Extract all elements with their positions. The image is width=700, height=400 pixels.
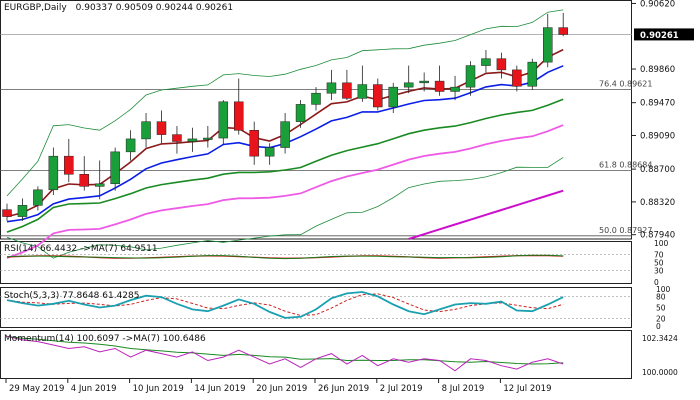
candle-bull xyxy=(419,80,429,84)
date-label: 12 Jul 2019 xyxy=(503,384,551,394)
main-pane-frame xyxy=(0,0,632,240)
candle-bull xyxy=(465,65,476,88)
candle-bull xyxy=(311,92,321,105)
stoch-pane-frame xyxy=(0,287,632,328)
candle-bull xyxy=(543,27,553,63)
candle-bear xyxy=(156,121,167,135)
ma-magenta-line xyxy=(408,189,564,240)
current-price-label: 0.90261 xyxy=(640,31,679,41)
momentum-pane-frame xyxy=(0,330,632,379)
candle-bull xyxy=(94,183,105,187)
candle-bull xyxy=(264,147,275,157)
rsi-pane-frame xyxy=(0,241,632,284)
fib-label-76.4: 76.4 0.89621 xyxy=(599,80,652,89)
candle-bear xyxy=(558,27,568,35)
candle-bull xyxy=(481,58,491,66)
rsi-axis-label: 70 xyxy=(654,251,664,260)
candle-bull xyxy=(33,189,43,206)
candle-bull xyxy=(110,151,120,185)
candle-bull xyxy=(187,138,198,142)
current-price-tag xyxy=(634,28,694,41)
chart-frame xyxy=(0,0,632,379)
chart-header: EURGBP,Daily 0.90337 0.90509 0.90244 0.9… xyxy=(4,3,233,14)
candle-bull xyxy=(125,138,136,153)
price-tick-label: 0.89860 xyxy=(640,65,675,75)
rsi-axis-label: 50 xyxy=(654,259,664,268)
date-label: 20 Jun 2019 xyxy=(256,384,307,394)
fibonacci-levels: 76.4 0.89621 61.8 0.88684 50.0 0.87927 xyxy=(0,34,652,237)
stoch-axis-label: 0 xyxy=(656,322,661,331)
fib-label-61.8: 61.8 0.88684 xyxy=(599,160,652,169)
date-label: 10 Jun 2019 xyxy=(133,384,184,394)
ohlc-readout: 0.90337 0.90509 0.90244 0.90261 xyxy=(75,3,234,13)
stoch-axis-label: 80 xyxy=(656,292,666,301)
price-axis: 0.90620 0.89860 0.89470 0.89090 0.88700 0.883… xyxy=(632,0,694,241)
stoch-axis-label: 20 xyxy=(656,315,666,324)
candle-bear xyxy=(249,130,259,157)
symbol-label: EURGBP,Daily xyxy=(4,3,67,13)
bollinger-lower xyxy=(6,157,564,259)
rsi-line xyxy=(6,254,564,260)
price-tick-label: 0.89470 xyxy=(640,99,675,109)
candle-bull xyxy=(295,104,306,122)
candle-bear xyxy=(172,134,182,142)
candle-bull xyxy=(527,61,538,87)
stoch-title: Stoch(5,3,3) 77.8648 61.4285 xyxy=(4,291,140,301)
price-tick-label: 0.88320 xyxy=(640,198,675,208)
bollinger-upper xyxy=(6,9,564,197)
price-tick-label: 0.89090 xyxy=(640,131,675,141)
fib-label-50.0: 50.0 0.87927 xyxy=(599,226,652,235)
candle-bear xyxy=(2,209,12,217)
date-label: 14 Jun 2019 xyxy=(194,384,245,394)
candle-bull xyxy=(203,137,213,140)
candle-bull xyxy=(280,121,290,148)
rsi-axis-label: 0 xyxy=(654,278,659,287)
rsi-axis-label: 100 xyxy=(654,239,669,248)
candlesticks[interactable] xyxy=(2,12,568,221)
candle-bear xyxy=(342,82,352,99)
candle-bull xyxy=(141,121,151,140)
candle-bull xyxy=(48,155,59,191)
date-axis: 29 May 2019 4 Jun 2019 10 Jun 2019 14 Jun 2… xyxy=(5,379,552,394)
momentum-ma-line xyxy=(6,335,564,365)
date-label: 2 Jul 2019 xyxy=(380,384,423,394)
candle-bear xyxy=(512,69,522,87)
date-label: 4 Jun 2019 xyxy=(71,384,117,394)
rsi-axis-label: 30 xyxy=(654,266,664,275)
price-tick-label: 0.87940 xyxy=(640,231,675,241)
date-label: 26 Jun 2019 xyxy=(318,384,369,394)
stoch-axis-label: 100 xyxy=(656,285,671,294)
momentum-title: Momentum(14) 100.6097 ->MA(7) 100.6486 xyxy=(4,334,206,344)
candle-bull xyxy=(17,205,28,217)
price-tick-label: 0.88700 xyxy=(640,165,675,175)
stoch-axis-label: 50 xyxy=(656,304,666,313)
ma-pink-line xyxy=(6,124,564,259)
candle-bull xyxy=(326,82,337,94)
stoch-signal-line xyxy=(6,293,564,317)
date-label: 29 May 2019 xyxy=(9,384,64,394)
price-tick-label: 0.90620 xyxy=(640,0,675,9)
candle-bull xyxy=(388,86,398,108)
candle-bear xyxy=(79,174,89,187)
date-label: 8 Jul 2019 xyxy=(442,384,485,394)
candle-bear xyxy=(64,155,74,175)
momentum-line xyxy=(6,335,564,372)
candle-bear xyxy=(496,58,507,71)
candle-bull xyxy=(450,86,460,92)
stoch-main-line xyxy=(6,291,564,319)
candle-bear xyxy=(373,84,383,108)
candle-bear xyxy=(434,80,445,92)
candle-bear xyxy=(234,101,244,131)
candle-bull xyxy=(403,82,414,88)
momentum-axis-base: 100.0000 xyxy=(642,368,678,377)
ma-green-line xyxy=(6,98,564,233)
candle-bull xyxy=(357,84,368,99)
momentum-axis-high: 102.3424 xyxy=(642,334,678,343)
candle-bull xyxy=(218,101,229,139)
rsi-title: RSI(14) 66.4432 ->MA(7) 64.9511 xyxy=(4,244,158,254)
